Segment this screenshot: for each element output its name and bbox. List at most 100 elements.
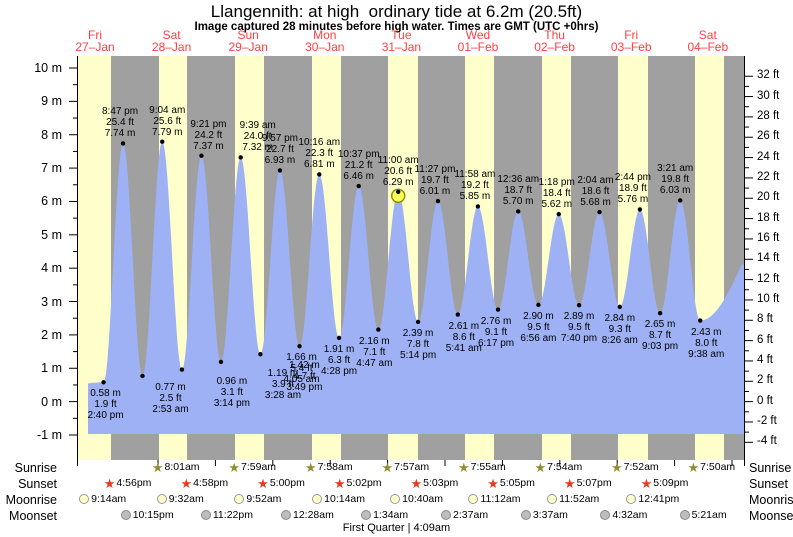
sunrise-star: ★ <box>151 459 164 475</box>
tide-low-label: 2.39 m 7.8 ft 5:14 pm <box>400 327 437 361</box>
tide-high-label: 11:27 pm 19.7 ft 6.01 m <box>414 164 456 198</box>
sunrise-time: 7:58am <box>317 460 353 473</box>
tide-extreme-dot <box>336 335 342 341</box>
day-name: Mon <box>313 28 337 42</box>
tide-extreme-dot <box>536 302 541 308</box>
sunset-entry: ★ 5:09pm <box>641 476 689 490</box>
tide-low-label: 2.65 m 8.7 ft 9:03 pm <box>642 319 679 353</box>
day-label: Fri 27–Jan <box>63 29 127 53</box>
moonrise-entry: 11:52am <box>547 492 599 506</box>
sunset-entry: ★ 5:03pm <box>411 476 459 490</box>
sunset-row-label-right: Sunset <box>749 477 788 491</box>
moonrise-entry: 9:14am <box>79 492 126 506</box>
sunset-star: ★ <box>180 475 193 491</box>
tide-high-label: 12:36 am 18.7 ft 5.70 m <box>497 174 540 208</box>
left-axis-label: 9 m <box>41 94 62 109</box>
moonrise-circle <box>626 494 637 504</box>
left-axis-label: 2 m <box>41 327 62 342</box>
day-label: Wed 01–Feb <box>446 29 510 54</box>
tide-low-label: 1.42 m 4.7 ft 3:49 pm <box>286 360 323 394</box>
moonset-time: 3:37am <box>532 508 568 521</box>
moonset-circle <box>520 510 531 520</box>
tide-extreme-dot <box>356 183 361 189</box>
tide-high-label: 1:18 pm 18.4 ft 5.62 m <box>538 177 575 211</box>
day-date: 04–Feb <box>687 39 729 54</box>
day-label: Sun 29–Jan <box>216 29 280 54</box>
day-label: Thu 02–Feb <box>523 28 587 54</box>
moonset-time: 1:34am <box>373 508 409 521</box>
sunset-time: 4:56pm <box>116 476 152 489</box>
sunrise-entry: ★ 7:55am <box>458 460 506 474</box>
right-axis-label: -4 ft <box>757 435 777 448</box>
tide-extreme-dot <box>455 312 461 317</box>
left-axis-label: 0 m <box>41 394 62 409</box>
sunrise-star: ★ <box>228 459 241 475</box>
moonset-time: 12:28am <box>292 508 334 521</box>
moonset-circle <box>600 510 611 520</box>
tide-high-label: 2:04 am 18.6 ft 5.68 m <box>577 175 614 209</box>
day-name: Thu <box>544 28 565 42</box>
moonset-circle <box>120 510 131 520</box>
tide-low-label: 1.19 m 3.9 ft 3:28 am <box>264 367 302 401</box>
sunrise-entry: ★ 8:01am <box>152 460 200 474</box>
tide-low-label: 2.61 m 8.6 ft 5:41 am <box>445 320 482 354</box>
tide-extreme-dot <box>297 344 302 349</box>
sunset-entry: ★ 5:07pm <box>564 476 612 490</box>
tide-extreme-dot <box>597 209 602 215</box>
tide-high-label: 2:44 pm 18.9 ft 5.76 m <box>614 172 651 206</box>
moonrise-time: 10:40am <box>402 492 444 505</box>
sunrise-time: 7:52am <box>623 460 659 473</box>
right-axis-label: 6 ft <box>757 333 773 346</box>
moonrise-time: 12:41pm <box>638 492 680 505</box>
tide-extreme-dot <box>101 380 106 385</box>
tide-low-label: 1.66 m 5.4 ft 4:05 am <box>283 352 320 386</box>
moonset-entry: 10:15pm <box>120 508 174 522</box>
tide-extreme-dot <box>516 209 521 214</box>
sunset-star: ★ <box>640 475 653 491</box>
tide-low-label: 2.84 m 9.3 ft 8:26 am <box>601 312 638 346</box>
sunset-time: 5:03pm <box>423 476 459 489</box>
sunrise-entry: ★ 7:58am <box>305 460 353 474</box>
right-axis-label: 22 ft <box>757 170 780 183</box>
tide-extreme-dot <box>160 139 165 144</box>
sunset-time: 5:05pm <box>499 476 535 489</box>
tide-low-label: 2.43 m 8.0 ft 9:38 am <box>688 326 725 360</box>
tide-high-label: 11:58 am 19.2 ft 5.85 m <box>454 169 496 203</box>
right-axis-label: 4 ft <box>757 353 773 366</box>
tide-extreme-dot <box>277 168 283 173</box>
sunset-time: 5:09pm <box>653 476 689 489</box>
tide-low-label: 2.76 m 9.1 ft 6:17 pm <box>477 315 515 349</box>
sunset-time: 5:02pm <box>346 476 382 489</box>
moonset-time: 5:21am <box>691 508 727 521</box>
sunset-entry: ★ 4:56pm <box>104 476 152 490</box>
sunset-row-label-left: Sunset <box>18 477 57 491</box>
page-title: Llangennith: at high ordinary tide at 6.… <box>210 2 583 21</box>
sunrise-time: 7:55am <box>470 460 506 473</box>
sunrise-star: ★ <box>381 459 394 475</box>
tide-extreme-dot <box>617 304 623 310</box>
tide-extreme-dot <box>258 352 263 357</box>
sunrise-entry: ★ 7:52am <box>611 460 659 474</box>
right-axis-label: 18 ft <box>757 211 780 224</box>
tide-low-label: 2.90 m 9.5 ft 6:56 am <box>520 310 557 344</box>
sunrise-star: ★ <box>534 459 547 475</box>
sunset-star: ★ <box>563 475 576 491</box>
tide-low-label: 0.96 m 3.1 ft 3:14 pm <box>213 375 250 409</box>
day-date: 01–Feb <box>457 39 499 54</box>
sunset-star: ★ <box>333 475 346 491</box>
left-axis-label: 4 m <box>41 261 62 276</box>
sunset-entry: ★ 5:00pm <box>257 476 305 490</box>
moonset-entry: 12:28am <box>280 508 334 522</box>
moonset-circle <box>361 510 372 520</box>
tide-low-label: 2.16 m 7.1 ft 4:47 am <box>356 335 393 369</box>
right-axis-label: 14 ft <box>757 252 780 265</box>
sunset-star: ★ <box>410 475 423 491</box>
sunset-time: 5:07pm <box>576 476 612 489</box>
moonset-entry: 11:22pm <box>200 508 253 522</box>
sunrise-entry: ★ 7:57am <box>381 460 429 474</box>
tide-low-label: 2.89 m 9.5 ft 7:40 pm <box>561 311 598 345</box>
moonset-time: 4:32am <box>612 508 648 521</box>
day-date: 29–Jan <box>228 39 268 54</box>
day-date: 02–Feb <box>534 39 575 54</box>
